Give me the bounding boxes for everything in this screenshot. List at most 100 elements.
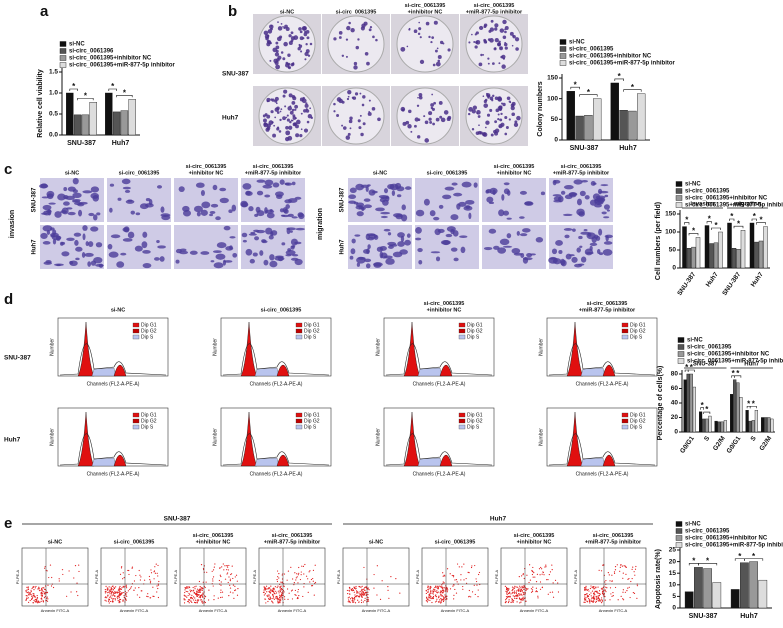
cell	[578, 211, 585, 217]
event	[200, 587, 202, 589]
colony	[300, 50, 303, 53]
event	[212, 578, 214, 580]
event	[194, 602, 196, 604]
event	[447, 589, 449, 591]
event	[202, 593, 204, 595]
event	[139, 596, 141, 598]
bar	[751, 420, 755, 433]
event	[39, 601, 41, 603]
row-label: SNU-387	[4, 355, 31, 362]
event	[429, 595, 431, 597]
x-tick-label: S	[750, 435, 759, 443]
event	[125, 585, 127, 588]
event	[279, 587, 281, 589]
event	[104, 589, 106, 591]
event	[431, 601, 433, 604]
cell	[67, 211, 76, 216]
event	[429, 593, 431, 595]
event	[279, 602, 281, 604]
event	[513, 591, 515, 593]
cell	[506, 217, 512, 220]
event	[267, 600, 269, 603]
legend-label: Dip S	[630, 334, 643, 340]
legend-label: Dip G2	[630, 328, 646, 334]
event	[237, 588, 239, 590]
event	[26, 597, 28, 600]
event	[593, 586, 595, 588]
event	[442, 600, 445, 603]
cell	[291, 181, 296, 186]
x-axis-label: Channels (FL2-A-PE-A)	[413, 471, 466, 477]
event	[295, 594, 297, 596]
event	[123, 596, 125, 599]
event	[440, 595, 442, 597]
event	[347, 597, 349, 599]
legend-swatch	[559, 60, 567, 66]
event	[44, 588, 46, 591]
colony	[468, 41, 471, 44]
event	[522, 599, 525, 601]
event	[199, 594, 202, 597]
legend-label: Dip S	[304, 334, 317, 340]
event	[111, 591, 114, 593]
event	[297, 596, 299, 599]
legend-swatch	[675, 542, 683, 548]
event	[359, 594, 361, 596]
colony	[302, 96, 305, 100]
cell	[294, 241, 302, 245]
significance-label: *	[705, 405, 709, 414]
event	[633, 592, 636, 594]
event	[360, 586, 362, 588]
event	[625, 573, 627, 575]
cell	[82, 225, 88, 231]
event	[195, 599, 197, 601]
event	[525, 600, 527, 602]
event	[52, 586, 55, 589]
cell	[415, 209, 425, 217]
column-title: +inhibitor NC	[408, 9, 443, 15]
event	[40, 592, 42, 594]
event	[111, 597, 113, 599]
colony	[439, 115, 443, 119]
colony	[500, 122, 505, 127]
cell	[90, 226, 99, 232]
cell	[81, 251, 86, 258]
colony	[306, 36, 310, 40]
event	[227, 569, 230, 571]
cell	[259, 250, 264, 256]
column-title: si-NC	[369, 539, 383, 545]
significance-label: *	[692, 557, 696, 566]
event	[349, 588, 351, 590]
cell	[569, 192, 577, 198]
event	[272, 593, 274, 596]
fit-curve	[548, 343, 656, 376]
event	[605, 591, 607, 593]
colony	[346, 97, 350, 101]
event	[628, 577, 630, 580]
event	[462, 585, 464, 588]
cell	[142, 231, 148, 238]
event	[279, 586, 282, 588]
event	[267, 594, 269, 596]
event	[593, 592, 595, 594]
event	[277, 602, 279, 604]
event	[220, 584, 222, 586]
cell	[254, 236, 260, 241]
event	[348, 601, 350, 603]
event	[155, 563, 157, 565]
legend-label: Dip G1	[630, 412, 646, 418]
y-tick-label: 0.0	[49, 132, 58, 139]
cell	[363, 249, 370, 254]
event	[551, 564, 553, 566]
event	[41, 598, 43, 600]
event	[431, 598, 433, 600]
bar	[767, 417, 771, 433]
event	[314, 564, 316, 566]
event	[111, 595, 113, 597]
bar	[689, 373, 693, 433]
event	[624, 565, 626, 567]
significance-bracket	[703, 411, 711, 415]
event	[116, 591, 118, 593]
event	[604, 596, 606, 598]
g2-peak	[276, 454, 290, 467]
